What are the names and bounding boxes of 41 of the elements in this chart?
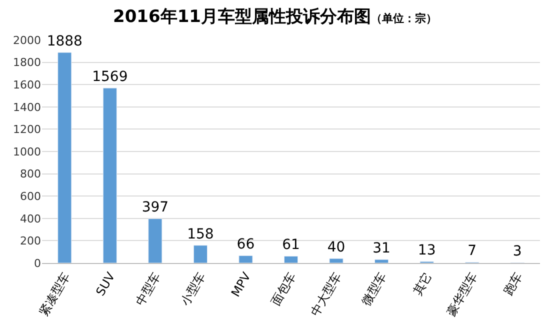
data-label: 31 [372, 240, 390, 257]
y-tick-label: 1800 [13, 56, 41, 70]
bar [329, 258, 344, 263]
y-tick-label: 1400 [13, 100, 41, 114]
x-tick-label: 豪华型车 [444, 270, 480, 318]
data-label: 61 [282, 237, 300, 254]
x-tick-label: 跑车 [501, 270, 526, 298]
bar [58, 52, 72, 263]
y-tick-label: 2000 [13, 34, 41, 47]
chart-subtitle: （单位：宗） [370, 12, 437, 25]
y-tick-label: 400 [20, 212, 41, 226]
y-tick-label: 200 [20, 234, 41, 248]
bar [374, 259, 389, 263]
bar [193, 245, 208, 263]
y-tick-label: 1000 [13, 145, 41, 158]
data-label: 13 [418, 242, 436, 259]
bar [102, 88, 117, 263]
x-tick-label: 微型车 [359, 270, 390, 308]
data-label: 66 [236, 236, 255, 253]
y-tick-label: 600 [20, 190, 41, 203]
data-label: 158 [187, 226, 214, 242]
data-label: 7 [468, 243, 477, 260]
data-label: 3 [512, 244, 522, 260]
x-tick-label: 中大型车 [308, 270, 344, 318]
y-tick-label: 1600 [13, 78, 41, 92]
y-tick-label: 1200 [13, 123, 41, 136]
chart-title: 2016年11月车型属性投诉分布图 [113, 6, 371, 27]
bar [238, 255, 253, 263]
y-tick-label: 0 [34, 256, 41, 270]
data-label: 1569 [92, 69, 128, 86]
bar [148, 218, 162, 263]
x-tick-label: 中型车 [132, 270, 163, 308]
x-tick-label: 紧凑型车 [36, 270, 72, 318]
bar [284, 256, 298, 263]
data-label: 397 [142, 200, 169, 216]
x-tick-label: 其它 [410, 270, 435, 298]
data-label: 40 [327, 240, 346, 256]
x-tick-label: 小型车 [178, 270, 208, 308]
data-label: 1888 [46, 33, 82, 50]
x-tick-label: 面包车 [268, 270, 299, 308]
y-tick-label: 800 [20, 168, 41, 181]
